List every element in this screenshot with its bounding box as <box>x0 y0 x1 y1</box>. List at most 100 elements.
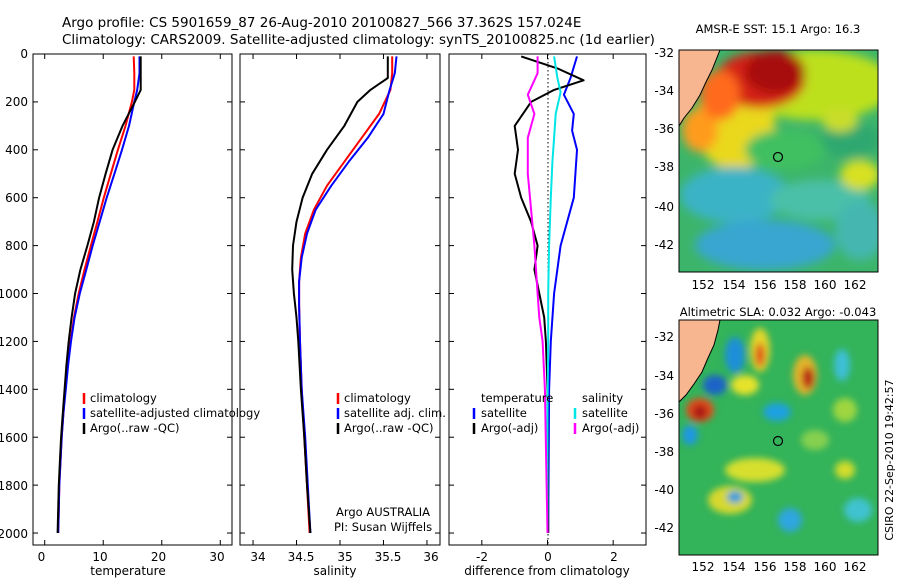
salinity-xtick-label: 35 <box>337 550 352 564</box>
depth-tick-label: 0 <box>20 47 28 61</box>
map-ytick-label: -32 <box>654 330 674 344</box>
sst-blob <box>700 70 740 120</box>
temperature-xtick-label: 0 <box>38 550 46 564</box>
legend-label: Argo(-adj) <box>582 421 639 435</box>
sst-land <box>679 50 721 127</box>
temperature-climatology-line <box>57 56 136 534</box>
sla-blob <box>801 430 829 450</box>
difference-xtick-label: 0 <box>544 550 552 564</box>
sst-blob <box>745 50 805 94</box>
sst-map-title: AMSR-E SST: 15.1 Argo: 16.3 <box>696 22 861 36</box>
temperature-argo-raw-qc-line <box>56 56 142 534</box>
salinity-xtick-label: 34 <box>250 550 265 564</box>
map-xtick-label: 154 <box>723 560 746 574</box>
salinity-argo-raw-qc-line <box>291 56 389 534</box>
header-line1: Argo profile: CS 5901659_87 26-Aug-2010 … <box>62 15 581 31</box>
sla-blob <box>703 375 727 395</box>
temperature-xtick-label: 30 <box>209 550 224 564</box>
sst-map <box>679 50 878 272</box>
sla-blob <box>727 491 743 503</box>
difference-from-climatology-temperature-satellite-line <box>547 56 578 534</box>
salinity-satellite-adj-clim-line <box>298 56 398 534</box>
temperature-xtick-label: 20 <box>151 550 166 564</box>
header-line2: Climatology: CARS2009. Satellite-adjuste… <box>62 32 655 48</box>
map-ytick-label: -36 <box>654 122 674 136</box>
difference-from-climatology-temperature-argo-adj-line <box>513 55 585 534</box>
legend-title-salinity: salinity <box>582 391 623 405</box>
difference-legend: temperature satellite Argo(-adj) salinit… <box>472 391 639 435</box>
sla-map-frame <box>678 319 879 556</box>
temperature-legend: climatology satellite-adjusted climatolo… <box>82 391 260 435</box>
difference-xlabel: difference from climatology <box>464 564 630 578</box>
depth-tick-label: 2000 <box>0 527 28 541</box>
sla-argo-location-marker <box>772 435 784 447</box>
difference-from-climatology-salinity-argo-adj-line <box>526 56 549 534</box>
sst-argo-location-marker <box>772 151 784 163</box>
depth-tick-label: 800 <box>5 239 28 253</box>
map-xtick-label: 160 <box>814 560 837 574</box>
profile-curves <box>56 55 585 534</box>
legend-label: climatology <box>344 391 411 405</box>
sla-map <box>679 320 878 555</box>
map-ytick-label: -36 <box>654 407 674 421</box>
sla-blob <box>834 349 850 381</box>
depth-tick-label: 1000 <box>0 287 28 301</box>
map-ytick-label: -42 <box>654 521 674 535</box>
map-ytick-label: -32 <box>654 46 674 60</box>
salinity-xtick-label: 34.5 <box>288 550 315 564</box>
sst-blob <box>822 108 858 132</box>
depth-tick-label: 600 <box>5 191 28 205</box>
map-ytick-label: -34 <box>654 369 674 383</box>
legend-label: climatology <box>90 391 157 405</box>
temperature-xtick-label: 10 <box>92 550 107 564</box>
sst-blob <box>835 200 878 260</box>
map-xtick-label: 158 <box>784 560 807 574</box>
salinity-climatology-line <box>298 56 394 534</box>
sla-blob <box>835 461 855 479</box>
sst-map-xtick-labels: 152 154 156 158 160 162 <box>692 278 867 292</box>
legend-label: satellite-adjusted climatology <box>90 406 260 420</box>
sla-blob <box>778 508 802 532</box>
temperature-xlabel: temperature <box>90 564 165 578</box>
map-xtick-label: 154 <box>723 278 746 292</box>
sst-blob <box>840 160 878 190</box>
sst-blob <box>680 167 790 223</box>
depth-tick-label: 200 <box>5 95 28 109</box>
depth-tick-label: 1400 <box>0 383 28 397</box>
salinity-xtick-labels: 34 34.5 35 35.5 36 <box>250 550 438 564</box>
difference-xtick-label: 2 <box>610 550 618 564</box>
depth-tick-label: 400 <box>5 143 28 157</box>
map-ytick-label: -38 <box>654 160 674 174</box>
sst-blob <box>745 130 825 170</box>
salinity-xlabel: salinity <box>313 564 356 578</box>
sla-map-xtick-labels: 152 154 156 158 160 162 <box>692 560 867 574</box>
sla-blob <box>682 425 698 445</box>
map-xtick-label: 152 <box>692 560 715 574</box>
map-xtick-label: 156 <box>754 278 777 292</box>
depth-tick-labels: 0 200 400 600 800 1000 1200 1400 1600 18… <box>0 47 28 541</box>
depth-tick-label: 1600 <box>0 431 28 445</box>
legend-label: satellite <box>481 406 527 420</box>
sla-map-title: Altimetric SLA: 0.032 Argo: -0.043 <box>680 305 877 319</box>
salinity-legend: climatology satellite adj. clim. Argo(..… <box>336 391 446 435</box>
sla-map-ytick-labels: -32 -34 -36 -38 -40 -42 <box>654 330 674 535</box>
map-xtick-label: 158 <box>784 278 807 292</box>
sst-map-ytick-labels: -32 -34 -36 -38 -40 -42 <box>654 46 674 252</box>
difference-xtick-labels: -2 0 2 <box>476 550 618 564</box>
sst-blob <box>695 220 835 270</box>
sla-land <box>679 320 721 403</box>
difference-xtick-label: -2 <box>476 550 488 564</box>
sla-blob <box>802 367 814 389</box>
legend-label: Argo(..raw -QC) <box>90 421 180 435</box>
sst-map-frame <box>678 49 879 273</box>
sla-blob <box>725 337 745 373</box>
sla-blob <box>844 498 872 522</box>
depth-tick-label: 1200 <box>0 335 28 349</box>
legend-label: satellite adj. clim. <box>344 406 446 420</box>
map-xtick-label: 160 <box>814 278 837 292</box>
map-ytick-label: -38 <box>654 445 674 459</box>
legend-label: Argo(-adj) <box>481 421 538 435</box>
salinity-xtick-label: 36 <box>423 550 438 564</box>
temperature-satellite-adjusted-climatology-line <box>57 56 141 534</box>
